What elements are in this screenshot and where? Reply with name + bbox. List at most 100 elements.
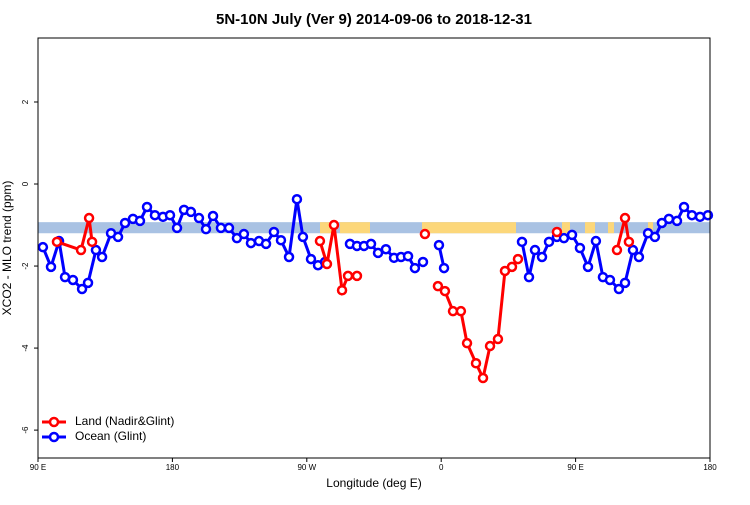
land-region — [422, 222, 516, 234]
land-region — [585, 222, 595, 234]
data-point — [342, 270, 354, 282]
x-tick-label: 90 E — [30, 463, 46, 472]
data-point — [433, 239, 445, 251]
plot-frame — [37, 37, 711, 459]
y-axis-label: XCO2 - MLO trend (ppm) — [0, 181, 14, 316]
legend-label: Ocean (Glint) — [75, 429, 146, 443]
data-point — [432, 280, 444, 292]
data-point — [439, 285, 451, 297]
data-point — [619, 277, 631, 289]
data-point — [516, 236, 528, 248]
data-point — [512, 253, 524, 265]
data-point — [529, 244, 541, 256]
data-point — [633, 251, 645, 263]
data-point — [671, 215, 683, 227]
data-point — [112, 231, 124, 243]
data-point — [455, 305, 467, 317]
data-point — [506, 261, 518, 273]
data-point — [558, 232, 570, 244]
land-region — [608, 222, 614, 234]
data-point — [134, 215, 146, 227]
data-point — [268, 226, 280, 238]
data-point — [686, 209, 698, 221]
data-point — [543, 236, 555, 248]
data-point — [566, 229, 578, 241]
data-point — [604, 274, 616, 286]
data-point — [314, 235, 326, 247]
land-region — [648, 222, 653, 234]
data-point — [96, 251, 108, 263]
y-tick-label: 2 — [21, 99, 30, 104]
data-point — [590, 235, 602, 247]
data-point — [372, 247, 384, 259]
series-line — [56, 217, 94, 252]
data-point — [380, 243, 392, 255]
data-point — [238, 228, 250, 240]
data-point — [461, 337, 473, 349]
data-point — [76, 283, 88, 295]
x-axis-label: Longitude (deg E) — [326, 476, 421, 490]
data-point — [200, 223, 212, 235]
data-point — [215, 222, 227, 234]
data-point — [275, 234, 287, 246]
y-tick-label: 0 — [21, 181, 30, 186]
x-tick-label: 0 — [439, 463, 444, 472]
land-region — [320, 222, 332, 234]
data-point — [438, 262, 450, 274]
data-point — [574, 242, 586, 254]
data-point — [193, 212, 205, 224]
data-point — [305, 253, 317, 265]
data-point — [702, 209, 714, 221]
data-point — [164, 209, 176, 221]
data-point — [470, 358, 482, 369]
data-point — [283, 251, 295, 263]
x-tick-label: 90 E — [567, 463, 583, 472]
data-point — [663, 213, 675, 225]
data-point — [649, 231, 661, 243]
series-line — [318, 224, 357, 297]
data-point — [51, 236, 63, 248]
land-region — [340, 222, 370, 234]
data-point — [351, 270, 363, 282]
data-point — [171, 222, 183, 234]
data-point — [82, 277, 94, 289]
data-point — [83, 212, 95, 224]
data-point — [336, 284, 348, 296]
data-point — [207, 210, 219, 222]
data-point — [75, 244, 87, 256]
x-tick-label: 90 W — [297, 463, 316, 472]
data-point — [417, 256, 429, 268]
data-point — [678, 201, 690, 213]
reference-band — [38, 222, 710, 234]
x-tick-label: 180 — [703, 463, 717, 472]
data-point — [149, 209, 161, 221]
y-tick-label: -2 — [21, 262, 30, 270]
x-tick-label: 180 — [166, 463, 180, 472]
chart-title: 5N-10N July (Ver 9) 2014-09-06 to 2018-1… — [216, 11, 532, 28]
data-point — [90, 244, 102, 256]
data-point — [484, 340, 496, 352]
data-point — [297, 231, 309, 243]
data-point — [328, 219, 340, 231]
data-point — [86, 236, 98, 248]
data-point — [37, 241, 49, 253]
data-point — [185, 206, 197, 218]
legend-marker — [48, 431, 60, 443]
data-point — [245, 237, 257, 249]
data-point — [409, 262, 421, 274]
data-point — [291, 193, 303, 205]
data-point — [613, 283, 625, 295]
data-point — [223, 222, 235, 234]
data-point — [551, 226, 563, 238]
data-point — [623, 236, 635, 248]
data-point — [536, 251, 548, 263]
data-point — [611, 244, 623, 256]
data-point — [582, 261, 594, 273]
data-point — [321, 258, 333, 270]
data-point — [627, 244, 639, 256]
data-point — [119, 217, 131, 229]
data-point — [260, 238, 272, 250]
land-region — [562, 222, 570, 234]
y-tick-label: -6 — [21, 426, 30, 434]
